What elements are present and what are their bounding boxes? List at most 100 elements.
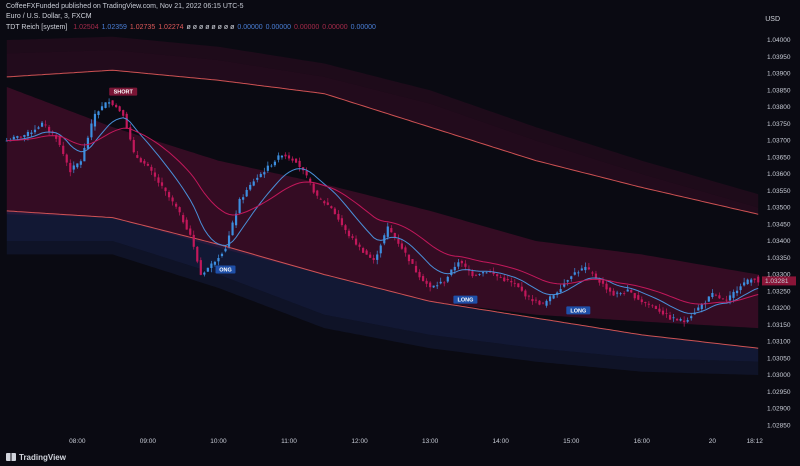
candle-body — [700, 304, 703, 310]
candle-body — [252, 181, 255, 186]
indicator-value: 0.00000 — [237, 24, 263, 31]
candle-body — [580, 268, 583, 271]
candle-body — [386, 226, 389, 237]
candle-body — [623, 293, 626, 294]
indicator-value: 0.00000 — [322, 24, 348, 31]
candle-body — [210, 263, 213, 268]
candle-body — [337, 213, 340, 220]
candle-body — [354, 238, 358, 245]
candle-body — [326, 202, 329, 205]
candle-body — [37, 127, 40, 129]
candle-body — [111, 100, 114, 106]
candle-body — [640, 299, 643, 303]
time-tick-label: 11:00 — [281, 438, 297, 445]
candle-body — [538, 300, 541, 305]
time-tick-label: 18:12 — [747, 438, 764, 445]
price-tick-label: 1.04000 — [767, 37, 791, 44]
candle-body — [55, 135, 58, 139]
candle-body — [746, 279, 749, 285]
candle-body — [626, 289, 629, 292]
candle-body — [485, 272, 488, 274]
signal-label: LONG — [570, 308, 586, 314]
candle-body — [425, 280, 428, 284]
candle-body — [319, 198, 322, 200]
candle-body — [90, 123, 93, 138]
candle-body — [30, 132, 33, 135]
price-tick-label: 1.03500 — [767, 205, 791, 212]
candle-body — [728, 295, 732, 301]
candle-body — [545, 300, 548, 306]
indicator-name[interactable]: TDT Reich [system] — [6, 24, 68, 31]
candle-body — [598, 278, 601, 283]
candle-body — [481, 272, 485, 274]
price-axis[interactable]: 1.04000 1.03950 1.03900 1.03850 1.03800 1.037… — [762, 37, 796, 429]
candle-body — [69, 162, 72, 173]
candle-body — [464, 263, 467, 267]
candle-body — [432, 285, 435, 288]
candle-body — [510, 281, 513, 283]
candle-body — [668, 315, 672, 320]
candle-body — [153, 172, 157, 177]
candle-body — [517, 283, 520, 288]
candle-body — [245, 189, 248, 197]
price-tick-label: 1.03800 — [767, 104, 791, 111]
time-tick-label: 20 — [709, 438, 717, 445]
price-tick-label: 1.02950 — [767, 389, 791, 396]
candle-body — [714, 294, 717, 296]
candle-body — [697, 307, 700, 311]
candle-body — [146, 163, 149, 166]
time-tick-label: 14:00 — [493, 438, 510, 445]
indicator-value: 0.00000 — [265, 24, 291, 31]
candle-body — [591, 272, 594, 274]
time-tick-label: 09:00 — [140, 438, 157, 445]
candle-body — [577, 272, 580, 274]
candle-body — [189, 228, 192, 235]
candle-body — [203, 272, 206, 275]
fast-ema-line — [6, 117, 759, 314]
candle-body — [541, 302, 545, 304]
candle-body — [531, 299, 534, 302]
candle-body — [344, 225, 347, 231]
candle-body — [619, 293, 622, 295]
price-tick-label: 1.03450 — [767, 221, 791, 228]
signal-labels-layer: SHORT ONG LONG LONG — [109, 87, 591, 315]
time-tick-label: 15:00 — [563, 438, 580, 445]
candle-body — [132, 139, 135, 153]
candle-body — [72, 165, 75, 170]
candle-body — [404, 247, 407, 253]
candle-body — [608, 287, 612, 292]
candle-body — [446, 276, 449, 282]
indicator-value: 1.02359 — [101, 24, 127, 31]
time-axis[interactable]: 08:00 09:00 10:00 11:00 12:00 13:00 14:00 15:00… — [69, 438, 763, 445]
candle-body — [115, 104, 118, 108]
candle-body — [19, 136, 22, 138]
candle-body — [601, 280, 605, 284]
indicator-value: 1.02504 — [73, 24, 99, 31]
candle-body — [637, 295, 640, 300]
last-price-badge — [762, 276, 796, 286]
candle-body — [280, 155, 284, 158]
indicator-value: 1.02274 — [158, 24, 184, 31]
indicator-value: 0.00000 — [350, 24, 376, 31]
candle-body — [478, 274, 481, 276]
indicator-legend[interactable]: TDT Reich [system] 1.02504 1.02359 1.02735… — [6, 24, 379, 31]
ema-lines-layer — [6, 117, 759, 314]
currency-label: USD — [765, 16, 780, 23]
candle-body — [26, 131, 30, 136]
candle-body — [690, 316, 693, 319]
candle-body — [238, 198, 241, 214]
candle-body — [259, 173, 262, 178]
price-tick-label: 1.03050 — [767, 355, 791, 362]
candle-body — [298, 160, 301, 168]
tradingview-logo[interactable]: TradingView — [6, 453, 66, 462]
candle-body — [439, 281, 442, 284]
candle-body — [743, 282, 746, 286]
price-tick-label: 1.03100 — [767, 339, 791, 346]
candle-body — [217, 258, 220, 262]
candle-body — [358, 244, 361, 247]
candle-body — [503, 277, 506, 282]
price-tick-label: 1.03250 — [767, 288, 791, 295]
candle-body — [450, 269, 453, 276]
symbol-title[interactable]: Euro / U.S. Dollar, 3, FXCM — [6, 13, 92, 20]
